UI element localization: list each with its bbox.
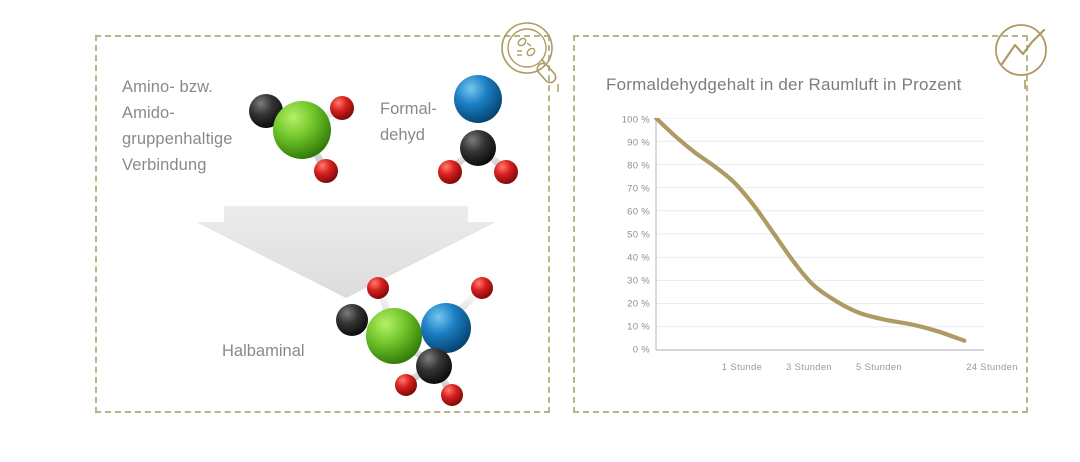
y-tick: 0 % (632, 344, 650, 356)
amino-compound-label: Amino- bzw. Amido- gruppenhaltige Verbin… (122, 74, 272, 178)
x-tick: 24 Stunden (966, 362, 1018, 373)
molecule-formaldehyde (432, 68, 524, 193)
halbaminal-label: Halbaminal (222, 342, 305, 360)
y-tick: 70 % (627, 183, 650, 195)
down-arrow-icon (196, 206, 496, 298)
chart-title: Formaldehydgehalt in der Raumluft in Pro… (606, 75, 962, 94)
series-line-formaldehyd (654, 118, 967, 343)
chart-gridlines (656, 118, 984, 351)
y-tick: 30 % (627, 275, 650, 287)
y-tick: 20 % (627, 298, 650, 310)
amino-line-4: Verbindung (122, 156, 207, 174)
y-tick: 10 % (627, 321, 650, 333)
y-tick: 60 % (627, 206, 650, 218)
amino-line-3: gruppenhaltige (122, 130, 233, 148)
formaldehyde-label: Formal- dehyd (380, 96, 490, 148)
y-tick: 100 % (621, 114, 650, 126)
y-tick: 80 % (627, 160, 650, 172)
trend-chart-icon (988, 18, 1062, 92)
molecule-amino-compound (238, 78, 368, 193)
x-tick: 1 Stunde (721, 362, 763, 373)
magnifier-molecule-icon (497, 20, 571, 94)
formaldehyde-line-2: dehyd (380, 126, 425, 144)
y-tick: 90 % (627, 137, 650, 149)
amino-line-1: Amino- bzw. (122, 78, 213, 96)
chart-plot (654, 118, 984, 351)
reaction-panel (95, 35, 550, 413)
molecule-halbaminal (322, 268, 512, 408)
x-tick: 3 Stunden (785, 362, 833, 373)
y-tick: 40 % (627, 252, 650, 264)
chart-panel (573, 35, 1028, 413)
y-tick: 50 % (627, 229, 650, 241)
amino-line-2: Amido- (122, 104, 175, 122)
chart-area: 100 % 90 % 80 % 70 % 60 % 50 % 40 % 30 %… (598, 114, 1018, 378)
x-tick: 5 Stunden (855, 362, 903, 373)
y-axis-labels: 100 % 90 % 80 % 70 % 60 % 50 % 40 % 30 %… (598, 114, 650, 356)
formaldehyde-line-1: Formal- (380, 100, 437, 118)
